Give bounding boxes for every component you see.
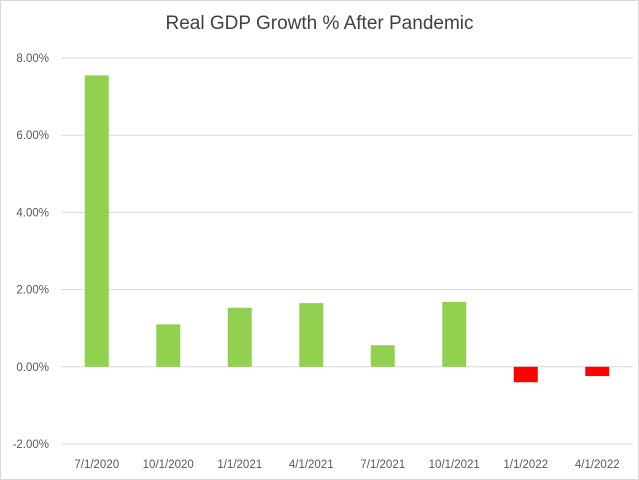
bar [442,301,467,367]
y-tick-label: 4.00% [16,207,49,219]
x-tick-label: 10/1/2021 [429,459,480,471]
bar [227,307,252,367]
x-tick-label: 7/1/2021 [360,459,405,471]
bar [370,345,395,367]
x-tick-label: 4/1/2022 [575,459,620,471]
bar [299,303,324,367]
bar [156,324,181,367]
x-tick-label: 4/1/2021 [289,459,334,471]
y-tick-label: 2.00% [16,285,49,297]
y-tick-label: -2.00% [13,439,49,451]
x-tick-label: 10/1/2020 [143,459,194,471]
y-tick-label: 0.00% [16,362,49,374]
bar [513,366,538,383]
x-tick-label: 1/1/2022 [503,459,548,471]
x-tick-label: 7/1/2020 [74,459,119,471]
bar [84,75,109,367]
bar [585,366,610,377]
chart-title: Real GDP Growth % After Pandemic [165,13,474,34]
y-tick-label: 8.00% [16,53,49,65]
y-tick-label: 6.00% [16,130,49,142]
x-tick-label: 1/1/2021 [217,459,262,471]
